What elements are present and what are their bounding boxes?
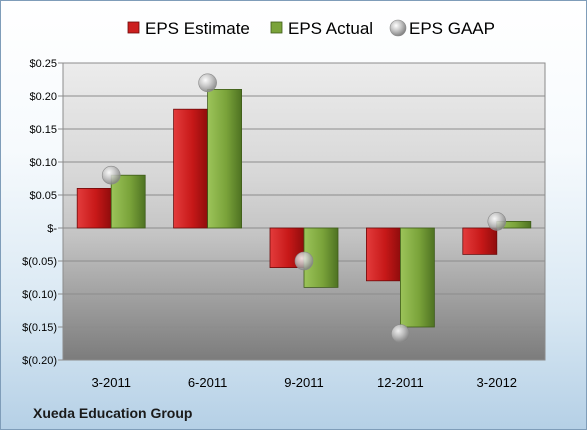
legend-label: EPS GAAP bbox=[409, 19, 495, 38]
y-tick-label: $- bbox=[47, 223, 57, 235]
eps-estimate-bar bbox=[365, 227, 401, 282]
y-axis: $0.25 $0.20 $0.15 $0.10 $0.05 $- $(0.05) $(0.10… bbox=[22, 58, 64, 367]
y-tick-label: $(0.15) bbox=[22, 322, 57, 334]
company-name: Xueda Education Group bbox=[33, 405, 192, 421]
legend-label: EPS Actual bbox=[288, 19, 373, 38]
x-axis: 3-2011 6-2011 9-2011 12-2011 3-2012 bbox=[91, 375, 517, 390]
legend: EPS Estimate EPS Actual EPS GAAP bbox=[127, 19, 495, 38]
eps-gaap-point bbox=[294, 251, 314, 271]
x-tick-label: 9-2011 bbox=[284, 375, 324, 390]
y-tick-label: $(0.20) bbox=[22, 355, 57, 367]
eps-actual-bar bbox=[399, 227, 435, 328]
legend-swatch bbox=[127, 21, 140, 34]
x-tick-label: 3-2012 bbox=[477, 375, 517, 390]
y-tick-label: $0.10 bbox=[29, 157, 57, 169]
bars bbox=[76, 89, 532, 328]
x-tick-label: 6-2011 bbox=[188, 375, 228, 390]
gaap-points bbox=[101, 73, 507, 343]
legend-swatch bbox=[270, 21, 283, 34]
eps-gaap-point bbox=[101, 165, 121, 185]
legend-swatch bbox=[389, 19, 407, 37]
legend-label: EPS Estimate bbox=[145, 19, 250, 38]
eps-gaap-point bbox=[198, 73, 217, 93]
eps-estimate-bar bbox=[76, 187, 112, 229]
eps-estimate-bar bbox=[462, 227, 498, 255]
y-tick-label: $0.05 bbox=[29, 190, 57, 202]
eps-actual-bar bbox=[110, 174, 146, 229]
x-tick-label: 12-2011 bbox=[377, 375, 424, 390]
eps-actual-bar bbox=[207, 89, 243, 229]
y-tick-label: $(0.10) bbox=[22, 289, 57, 301]
y-tick-label: $0.15 bbox=[29, 124, 57, 136]
eps-gaap-point bbox=[391, 324, 410, 343]
y-tick-label: $0.20 bbox=[29, 91, 57, 103]
y-tick-label: $0.25 bbox=[29, 58, 57, 70]
eps-estimate-bar bbox=[173, 108, 209, 229]
y-tick-label: $(0.05) bbox=[22, 256, 57, 268]
eps-gaap-point bbox=[487, 212, 507, 231]
x-tick-label: 3-2011 bbox=[91, 375, 131, 390]
